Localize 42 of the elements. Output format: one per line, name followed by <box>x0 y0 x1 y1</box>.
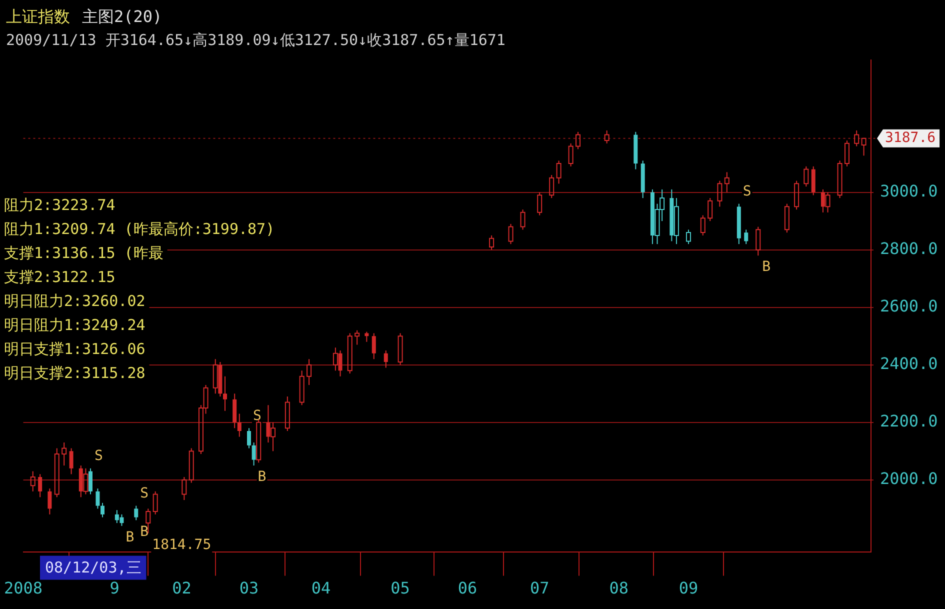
candlestick <box>724 172 730 192</box>
x-tick-label: 07 <box>530 578 550 598</box>
annotation: 阻力2:3223.74 <box>4 196 116 214</box>
y-tick-label: 2800.0 <box>880 238 938 258</box>
annotation: B <box>762 259 771 276</box>
x-tick-label: 2008 <box>4 578 43 598</box>
x-tick-label: 02 <box>172 578 192 598</box>
annotation: 明日阻力2:3260.02 <box>4 292 146 310</box>
annotation: 支撑2:3122.15 <box>4 268 116 286</box>
annotation: S <box>94 448 103 464</box>
annotation: S <box>742 183 752 200</box>
y-tick-label: 3000.0 <box>880 181 938 200</box>
y-tick-label: 2200.0 <box>880 412 938 431</box>
ref-line-label: 3187.6 <box>885 130 936 146</box>
x-tick-label: 04 <box>311 578 331 598</box>
y-tick-label: 2600.0 <box>880 296 938 316</box>
annotation: B <box>258 469 266 486</box>
annotation: S <box>140 485 149 502</box>
x-tick-label: 03 <box>239 578 259 598</box>
annotation: B <box>140 524 149 540</box>
y-tick-label: 2000.0 <box>880 469 938 488</box>
text: 2009/11/13 开3164.65↓高3189.09↓低3127.50↓收3187.65↑量1671 <box>6 30 506 49</box>
annotation: 支撑1:3136.15 (昨最 <box>4 244 164 262</box>
annotation: S <box>253 408 262 424</box>
annotation: 明日支撑1:3126.06 <box>4 340 146 358</box>
annotation: 明日阻力1:3249.24 <box>4 316 146 334</box>
chart-subtitle: 主图2(20) <box>82 7 162 26</box>
text: 08/12/03,三 <box>45 558 142 577</box>
x-tick-label: 09 <box>678 578 698 598</box>
x-tick-label: 08 <box>609 578 628 598</box>
y-tick-label: 2400.0 <box>880 354 938 374</box>
annotation: 阻力1:3209.74 (昨最高价:3199.87) <box>4 220 275 238</box>
x-tick-label: 06 <box>458 578 478 598</box>
x-tick-label: 9 <box>110 578 120 598</box>
candlestick <box>306 359 312 385</box>
candlestick <box>674 198 679 244</box>
annotation: 1814.75 <box>152 536 212 553</box>
x-tick-label: 05 <box>390 578 410 598</box>
candlestick <box>62 442 67 466</box>
annotation: 明日支撑2:3115.28 <box>4 364 146 382</box>
annotation: B <box>126 530 134 546</box>
chart-title: 上证指数 <box>6 7 70 26</box>
